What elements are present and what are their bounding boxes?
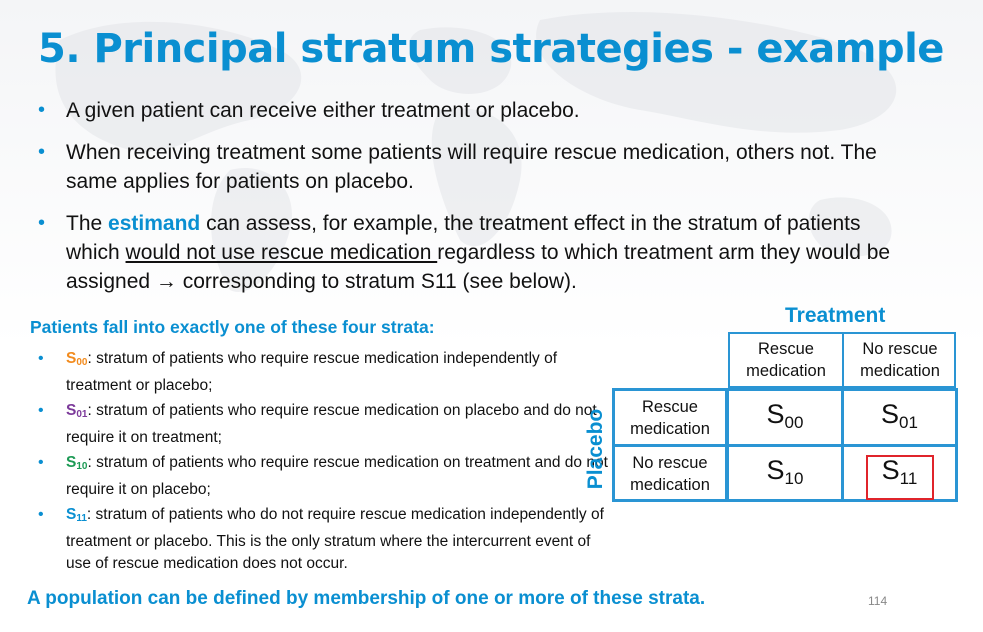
bullet-item: • A given patient can receive either tre… (38, 96, 918, 125)
stratum-symbol: S01 (66, 402, 88, 420)
row-header-divider (612, 444, 728, 447)
strata-item-s01: • S01: stratum of patients who require r… (38, 400, 618, 449)
page-title: 5. Principal stratum strategies - exampl… (38, 26, 944, 72)
cell-s11: S11 (881, 454, 918, 488)
col-header-no-rescue: No rescue medication (860, 340, 940, 380)
world-map-background (55, 11, 897, 292)
bullet-dot-icon: • (38, 506, 44, 523)
stratum-description: : stratum of patients who do not require… (66, 506, 604, 572)
strata-list: • S00: stratum of patients who require r… (38, 348, 618, 579)
bullet-text: When receiving treatment some patients w… (66, 141, 877, 193)
cell-s10: S10 (766, 454, 804, 488)
cell-s01: S01 (881, 398, 918, 432)
bullet-text-mid: can assess, for example, the treatment e… (66, 212, 861, 264)
col-header-rescue: Rescue medication (746, 340, 826, 380)
footer-statement: A population can be defined by membershi… (27, 588, 706, 609)
strata-item-s00: • S00: stratum of patients who require r… (38, 348, 618, 397)
page-number: 114 (868, 594, 888, 608)
bullet-dot-icon: • (38, 212, 46, 234)
underlined-phrase: would not use rescue medication (125, 241, 438, 264)
bullet-text-post: regardless to which treatment arm they w… (66, 241, 891, 293)
stratum-description: : stratum of patients who require rescue… (66, 350, 558, 394)
bullet-text: A given patient can receive either treat… (66, 99, 580, 122)
column-divider (842, 332, 844, 388)
bullet-item: • When receiving treatment some patients… (38, 138, 918, 196)
stratum-description: : stratum of patients who require rescue… (66, 402, 597, 446)
bullet-dot-icon: • (38, 99, 46, 121)
stratum-symbol: S10 (66, 454, 88, 472)
strata-item-s10: • S10: stratum of patients who require r… (38, 452, 618, 501)
stratum-symbol: S11 (66, 506, 87, 524)
stratum-description: : stratum of patients who require rescue… (66, 454, 608, 498)
treatment-header: Treatment (785, 304, 886, 327)
stratum-symbol: S00 (66, 350, 88, 368)
row-header-no-rescue: No rescue medication (630, 454, 710, 494)
bullet-dot-icon: • (38, 454, 44, 471)
estimand-keyword: estimand (108, 212, 201, 235)
bullet-text-pre: The (66, 212, 109, 235)
main-bullet-list: • A given patient can receive either tre… (38, 96, 918, 309)
strata-heading: Patients fall into exactly one of these … (30, 317, 435, 337)
bullet-dot-icon: • (38, 141, 46, 163)
strata-item-s11: • S11: stratum of patients who do not re… (38, 504, 618, 576)
s11-highlight-box (866, 455, 934, 500)
body-horizontal-divider (726, 444, 958, 447)
cell-s00: S00 (766, 398, 804, 432)
bullet-dot-icon: • (38, 350, 44, 367)
row-header-rescue: Rescue medication (630, 398, 710, 438)
bullet-item: • The estimand can assess, for example, … (38, 209, 918, 296)
bullet-dot-icon: • (38, 402, 44, 419)
placebo-header: Placebo (584, 408, 607, 490)
